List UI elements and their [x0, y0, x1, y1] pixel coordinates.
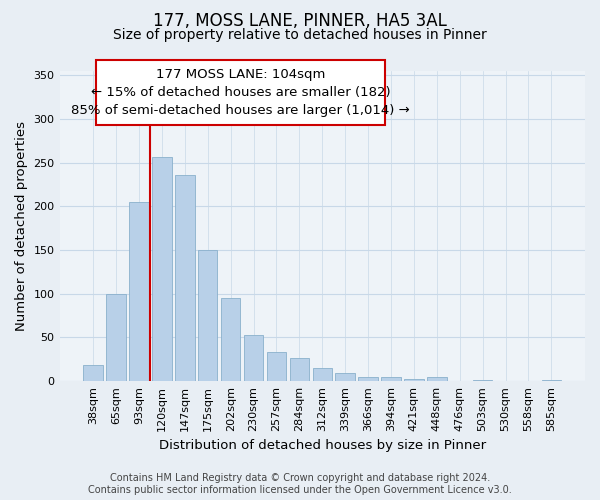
- Bar: [175, 175, 194, 381]
- Bar: [381, 377, 401, 381]
- Bar: [542, 380, 561, 381]
- Y-axis label: Number of detached properties: Number of detached properties: [15, 121, 28, 331]
- FancyBboxPatch shape: [97, 60, 385, 126]
- Text: Size of property relative to detached houses in Pinner: Size of property relative to detached ho…: [113, 28, 487, 42]
- Bar: [313, 368, 332, 381]
- Bar: [106, 294, 126, 381]
- X-axis label: Distribution of detached houses by size in Pinner: Distribution of detached houses by size …: [159, 440, 486, 452]
- Bar: [267, 352, 286, 381]
- Bar: [221, 298, 241, 381]
- Bar: [244, 335, 263, 381]
- Bar: [427, 377, 446, 381]
- Bar: [129, 202, 149, 381]
- Bar: [152, 156, 172, 381]
- Bar: [198, 250, 217, 381]
- Text: 177, MOSS LANE, PINNER, HA5 3AL: 177, MOSS LANE, PINNER, HA5 3AL: [153, 12, 447, 30]
- Bar: [83, 364, 103, 381]
- Bar: [404, 380, 424, 381]
- Bar: [358, 377, 378, 381]
- Bar: [335, 374, 355, 381]
- Bar: [473, 380, 493, 381]
- Text: Contains HM Land Registry data © Crown copyright and database right 2024.
Contai: Contains HM Land Registry data © Crown c…: [88, 474, 512, 495]
- Text: 177 MOSS LANE: 104sqm
← 15% of detached houses are smaller (182)
85% of semi-det: 177 MOSS LANE: 104sqm ← 15% of detached …: [71, 68, 410, 117]
- Bar: [290, 358, 309, 381]
